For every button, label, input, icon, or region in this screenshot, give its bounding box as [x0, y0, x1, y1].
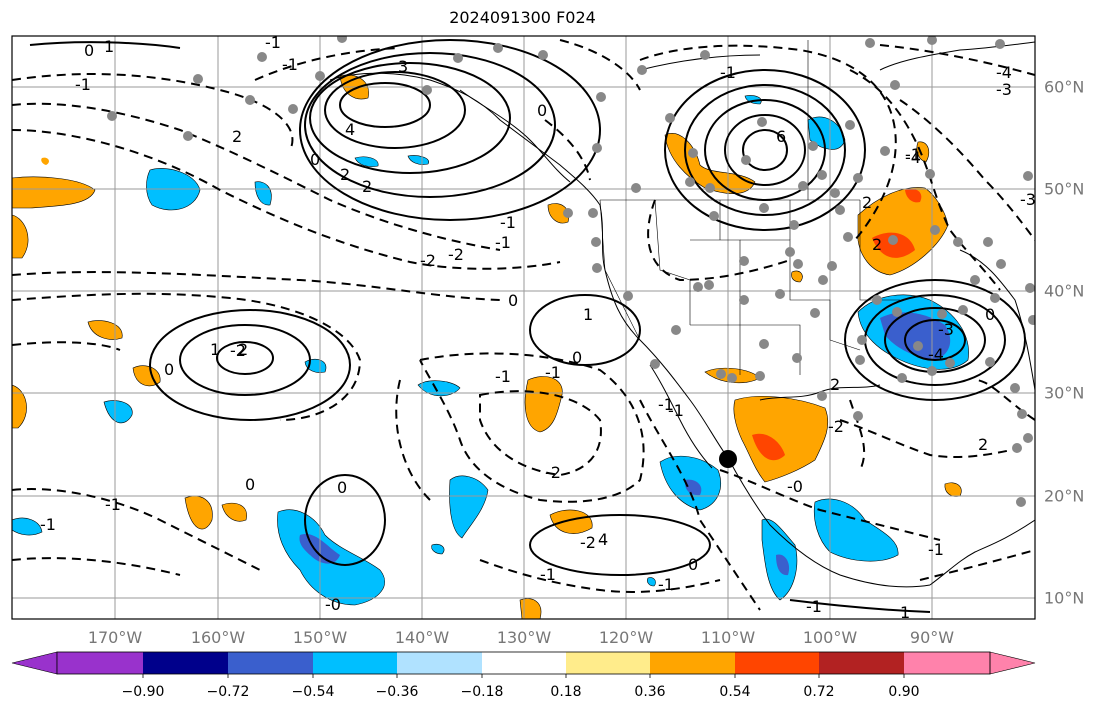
contour-label: -3 [996, 80, 1012, 99]
colorbar-tick: −0.18 [460, 684, 504, 700]
contour-label: -3 [938, 320, 954, 339]
lon-label: 100°W [802, 628, 858, 647]
contour-label: 0 [164, 360, 174, 379]
colorbar-tick: 0.90 [888, 684, 920, 700]
contour-label: -1 [40, 515, 56, 534]
positive-contours [29, 39, 1026, 613]
lon-label: 140°W [394, 628, 450, 647]
contour-label: 6 [776, 127, 786, 146]
contour-label: 1 [583, 305, 593, 324]
contour-label: -1 [668, 401, 684, 420]
contour-label: 1 [210, 340, 220, 359]
contour-label: 2 [830, 375, 840, 394]
lat-label: 30°N [1044, 383, 1085, 403]
colorbar-tick: −0.36 [375, 684, 419, 700]
contour-label: -1 [806, 597, 822, 616]
negative-contours [12, 39, 1035, 611]
contour-label: -2 [420, 251, 436, 270]
contour-label: 2 [238, 340, 248, 359]
contour-label: -1 [928, 540, 944, 559]
contour-labels: 0 1 -1 3 -1 2 4 2 2 0 -1 0 -1 6 -4 -3 -3… [40, 33, 1036, 622]
contour-label: -2 [828, 417, 844, 436]
lat-label: 20°N [1044, 486, 1085, 506]
station-dots [107, 36, 1035, 507]
lat-label: 10°N [1044, 588, 1085, 608]
contour-label: -3 [1020, 190, 1036, 209]
contour-label: 0 [537, 101, 547, 120]
lat-label: 50°N [1044, 179, 1085, 199]
lon-label: 150°W [292, 628, 348, 647]
location-marker [719, 450, 737, 468]
contour-label: 0 [508, 291, 518, 310]
contour-label: -1 [905, 145, 921, 164]
contour-label: 0 [688, 555, 698, 574]
colorbar-tick: 0.36 [634, 684, 666, 700]
lat-label: 60°N [1044, 77, 1085, 97]
contour-label: -1 [495, 367, 511, 386]
contour-label: -2 [230, 341, 246, 360]
contour-label: 2 [362, 177, 372, 196]
contour-label: -1 [75, 75, 91, 94]
colorbar-tick: 0.72 [803, 684, 835, 700]
contour-label: 3 [398, 57, 408, 76]
colorbar [11, 651, 1036, 678]
coastlines [329, 41, 1035, 588]
lon-label: 120°W [598, 628, 654, 647]
contour-label: 0 [310, 150, 320, 169]
contour-label: -2 [580, 533, 596, 552]
map-title: 2024091300 F024 [449, 8, 596, 27]
contour-label: -1 [658, 575, 674, 594]
map-frame [11, 35, 1036, 620]
contour-label: 2 [232, 127, 242, 146]
contour-label: -1 [500, 213, 516, 232]
colorbar-tick: −0.72 [206, 684, 250, 700]
contour-label: 1 [104, 37, 114, 56]
contour-label: 0 [985, 305, 995, 324]
contour-label: -0 [325, 595, 341, 614]
contour-label: 0 [572, 348, 582, 367]
contour-label: -0 [787, 477, 803, 496]
contour-label: -1 [720, 63, 736, 82]
contour-label: 2 [340, 165, 350, 184]
colorbar-tick: −0.90 [121, 684, 165, 700]
contour-label: -2 [545, 463, 561, 482]
contour-label: -4 [905, 148, 921, 167]
contour-label: -1 [105, 495, 121, 514]
contour-label: -2 [448, 245, 464, 264]
contour-label: 0 [84, 41, 94, 60]
contour-label: -1 [282, 55, 298, 74]
contour-label: 4 [345, 120, 355, 139]
contour-label: 2 [872, 235, 882, 254]
contour-label: -4 [996, 63, 1012, 82]
lon-label: 90°W [909, 628, 955, 647]
colorbar-tick: 0.18 [550, 684, 582, 700]
lon-label: 160°W [190, 628, 246, 647]
shading-layer [12, 74, 969, 619]
contour-label: 1 [900, 603, 910, 622]
lon-label: 110°W [700, 628, 756, 647]
lat-label: 40°N [1044, 281, 1085, 301]
contour-label: -1 [540, 565, 556, 584]
contour-label: -1 [495, 233, 511, 252]
contour-label: -1 [658, 395, 674, 414]
colorbar-tick: 0.54 [719, 684, 751, 700]
contour-label: 0 [245, 475, 255, 494]
contour-label: 2 [978, 435, 988, 454]
contour-label: -1 [545, 363, 561, 382]
contour-label: -1 [265, 33, 281, 52]
contour-label: 0 [337, 478, 347, 497]
contour-label: 4 [598, 530, 608, 549]
lon-label: 170°W [87, 628, 143, 647]
lon-label: 130°W [496, 628, 552, 647]
contour-label: -4 [928, 345, 944, 364]
state-borders [599, 40, 900, 375]
colorbar-tick: −0.54 [291, 684, 335, 700]
contour-label: 2 [862, 193, 872, 212]
